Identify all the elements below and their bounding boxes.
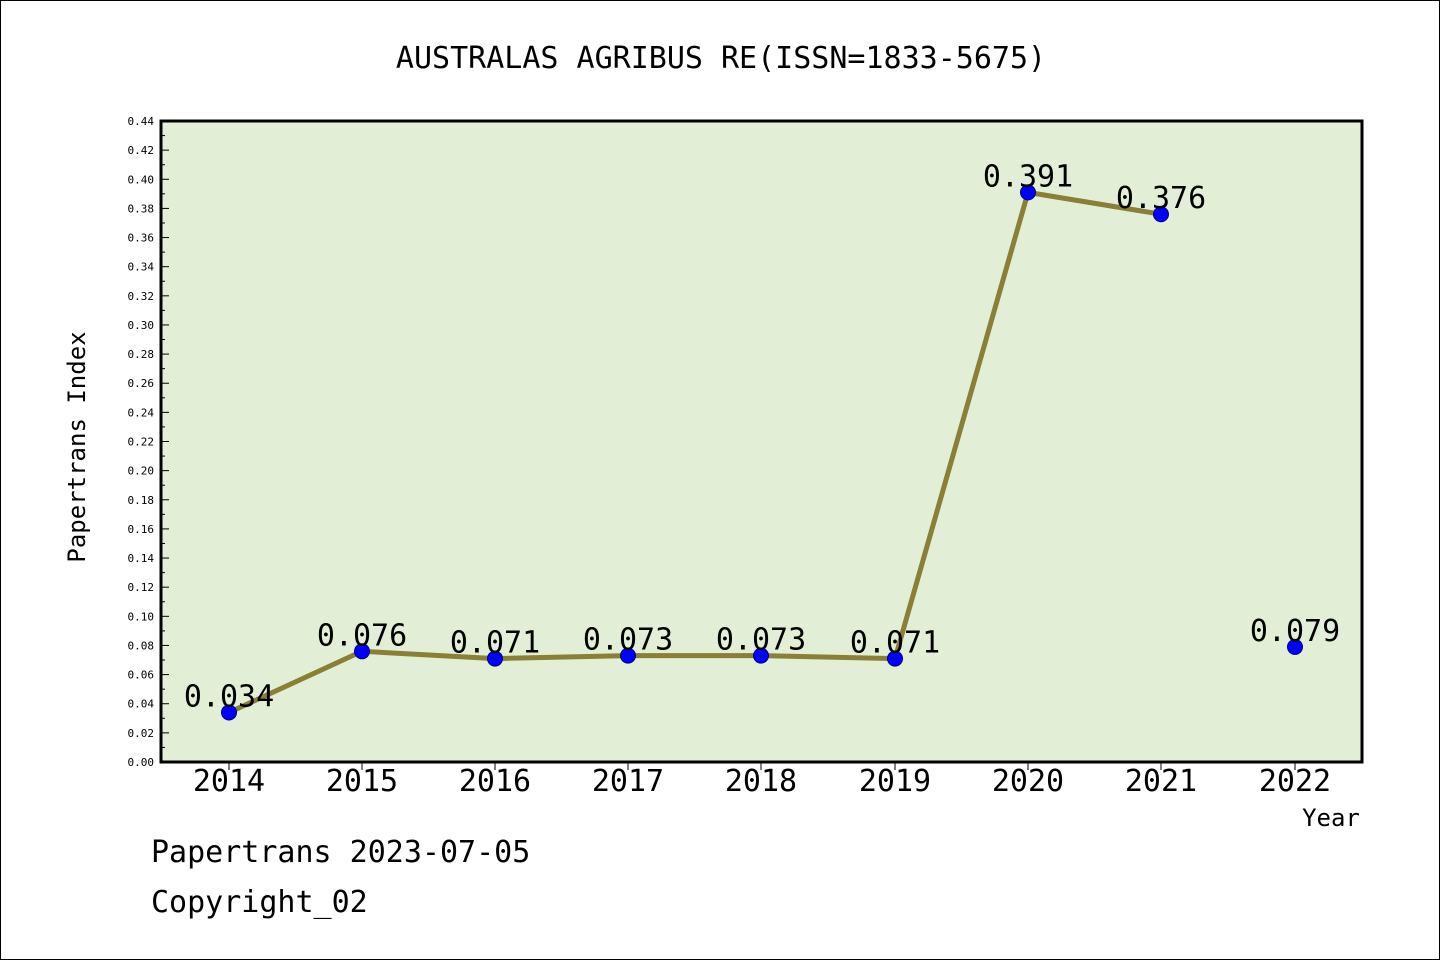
data-label: 0.071 bbox=[450, 626, 540, 661]
data-point bbox=[1287, 638, 1303, 655]
data-point bbox=[1153, 206, 1169, 223]
footer-copyright: Copyright_02 bbox=[151, 885, 368, 920]
y-tick-label: 0.40 bbox=[128, 173, 155, 186]
y-tick-label: 0.38 bbox=[128, 202, 155, 215]
x-tick-label: 2022 bbox=[1259, 764, 1331, 799]
x-tick-label: 2020 bbox=[992, 764, 1064, 799]
y-tick-label: 0.00 bbox=[128, 756, 155, 769]
y-tick-label: 0.06 bbox=[128, 669, 155, 682]
y-tick-label: 0.32 bbox=[128, 290, 155, 303]
data-label: 0.076 bbox=[317, 618, 407, 653]
x-tick-label: 2017 bbox=[592, 764, 664, 799]
data-label: 0.073 bbox=[716, 623, 806, 658]
data-point bbox=[1020, 184, 1036, 201]
y-tick-label: 0.36 bbox=[128, 232, 155, 245]
y-tick-label: 0.26 bbox=[128, 377, 155, 390]
series-line-group bbox=[227, 189, 1162, 715]
data-label: 0.079 bbox=[1250, 614, 1340, 649]
x-axis-ticks: 2014 2015 2016 2017 2018 2019 2020 2021 2022 bbox=[193, 762, 1331, 799]
y-tick-label: 0.08 bbox=[128, 639, 155, 652]
data-point bbox=[753, 647, 769, 664]
y-tick-label: 0.12 bbox=[128, 581, 155, 594]
series-line bbox=[227, 189, 1162, 715]
data-label: 0.073 bbox=[583, 623, 673, 658]
x-tick-label: 2018 bbox=[725, 764, 797, 799]
data-point bbox=[221, 704, 237, 721]
x-tick-label: 2019 bbox=[859, 764, 931, 799]
x-axis-label: Year bbox=[1302, 804, 1360, 832]
y-tick-label: 0.04 bbox=[128, 698, 155, 711]
footer-date: Papertrans 2023-07-05 bbox=[151, 835, 531, 870]
y-tick-label: 0.14 bbox=[128, 552, 155, 565]
y-axis-ticks: 0.00 0.02 0.04 0.06 0.08 0.10 0.12 0.14 0.16 0.18… bbox=[128, 115, 169, 769]
x-tick-label: 2014 bbox=[193, 764, 265, 799]
data-point bbox=[620, 647, 636, 664]
y-tick-label: 0.22 bbox=[128, 436, 155, 449]
y-tick-label: 0.30 bbox=[128, 319, 155, 332]
data-label: 0.391 bbox=[983, 159, 1073, 194]
y-tick-label: 0.44 bbox=[128, 115, 155, 128]
y-tick-label: 0.16 bbox=[128, 523, 155, 536]
y-tick-label: 0.02 bbox=[128, 727, 155, 740]
data-label: 0.034 bbox=[184, 679, 274, 714]
chart-title: AUSTRALAS AGRIBUS RE(ISSN=1833-5675) bbox=[396, 41, 1046, 76]
y-tick-label: 0.42 bbox=[128, 144, 155, 157]
data-point bbox=[354, 643, 370, 660]
x-tick-label: 2021 bbox=[1125, 764, 1197, 799]
y-tick-label: 0.10 bbox=[128, 610, 155, 623]
y-axis-label: Papertrans Index bbox=[63, 331, 91, 562]
y-tick-label: 0.18 bbox=[128, 494, 155, 507]
data-point bbox=[887, 650, 903, 667]
plot-area bbox=[159, 119, 1364, 764]
data-point bbox=[487, 650, 503, 667]
data-labels: 0.034 0.076 0.071 0.073 0.073 0.071 0.391 0.376… bbox=[184, 159, 1340, 714]
data-label: 0.376 bbox=[1116, 181, 1206, 216]
y-tick-label: 0.34 bbox=[128, 261, 155, 274]
y-tick-label: 0.20 bbox=[128, 465, 155, 478]
x-tick-label: 2016 bbox=[459, 764, 531, 799]
data-label: 0.071 bbox=[850, 626, 940, 661]
x-tick-label: 2015 bbox=[326, 764, 398, 799]
data-markers bbox=[221, 184, 1303, 721]
y-tick-label: 0.24 bbox=[128, 406, 155, 419]
y-tick-label: 0.28 bbox=[128, 348, 155, 361]
